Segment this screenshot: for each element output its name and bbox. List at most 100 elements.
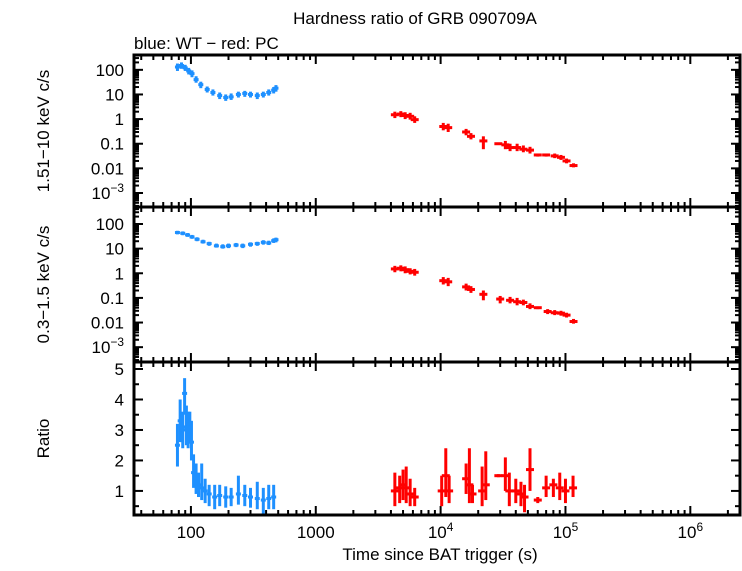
data-point	[462, 128, 471, 136]
data-point	[556, 154, 565, 160]
data-point	[513, 143, 522, 152]
data-point	[444, 277, 453, 287]
plot-frame	[132, 53, 742, 209]
data-point	[206, 241, 212, 246]
data-point	[266, 484, 272, 510]
data-point	[273, 85, 279, 92]
series-WT	[174, 378, 277, 514]
data-point	[556, 310, 565, 316]
panel-2: 100 10 1 0.1 0.01 10−3 0.3−1.5 keV c/s	[34, 205, 742, 364]
data-point	[273, 237, 279, 243]
x-tick-label: 1000	[297, 523, 335, 542]
data-point	[494, 474, 503, 478]
data-point	[406, 112, 415, 120]
data-point	[189, 70, 195, 78]
data-point	[533, 497, 542, 504]
data-point	[228, 487, 234, 507]
y-tick-label: 2	[115, 451, 124, 470]
y-tick-label: 100	[96, 61, 124, 80]
data-point	[196, 472, 202, 498]
y-tick-label: 0.1	[100, 289, 124, 308]
data-point	[555, 472, 564, 501]
data-point	[526, 303, 535, 310]
data-point	[180, 231, 186, 236]
data-point	[240, 243, 246, 249]
data-point	[254, 481, 260, 510]
data-point	[213, 243, 219, 248]
data-point	[519, 299, 528, 306]
x-axis-label: Time since BAT trigger (s)	[342, 545, 537, 564]
y-tick-label: 0.01	[91, 314, 124, 333]
data-point	[562, 312, 571, 318]
data-point	[182, 64, 188, 71]
series-PC	[390, 265, 578, 324]
data-point	[561, 478, 570, 504]
y-tick-label: 1	[115, 482, 124, 501]
series-WT	[174, 62, 279, 101]
data-point	[188, 420, 194, 461]
data-point	[174, 423, 180, 467]
y-tick-label: 0.1	[100, 135, 124, 154]
data-point	[569, 475, 578, 498]
panel-1: 100 10 1 0.1 0.01 10−3 1.51−10 keV c/s	[34, 53, 742, 209]
panel-3: 5 4 3 2 1 Ratio	[34, 360, 742, 517]
data-point	[562, 158, 571, 164]
data-point	[401, 266, 410, 274]
data-point	[200, 239, 206, 244]
y-tick-label: 10	[105, 240, 124, 259]
data-point	[410, 116, 419, 123]
data-point	[212, 484, 218, 510]
y-tick-label: 10	[105, 85, 124, 104]
data-point	[542, 475, 551, 498]
data-point	[226, 243, 232, 249]
data-point	[254, 241, 260, 246]
data-point	[182, 378, 188, 415]
data-point	[204, 86, 210, 93]
data-point	[198, 81, 204, 89]
data-point	[445, 475, 454, 504]
data-point	[506, 296, 515, 304]
data-point	[178, 62, 184, 69]
data-point	[271, 484, 277, 510]
data-point	[235, 91, 241, 98]
data-point	[254, 92, 260, 100]
data-point	[199, 463, 205, 501]
data-point	[206, 484, 212, 507]
y-tick-label: 4	[115, 390, 124, 409]
data-point	[174, 230, 180, 235]
data-point	[526, 448, 535, 491]
data-point	[260, 240, 266, 245]
data-point	[260, 91, 266, 98]
plot-frame	[132, 360, 742, 517]
data-point	[266, 240, 272, 246]
data-point	[468, 484, 477, 504]
chart-subtitle: blue: WT − red: PC	[134, 34, 279, 53]
data-point	[543, 309, 552, 315]
y-tick-label: 1	[115, 264, 124, 283]
series-PC	[390, 448, 578, 513]
x-tick-label: 106	[678, 520, 704, 542]
data-point	[247, 487, 253, 508]
data-point	[479, 136, 488, 150]
data-point	[210, 89, 216, 96]
data-point	[501, 140, 510, 150]
data-point	[223, 486, 229, 508]
data-point	[569, 318, 578, 324]
data-point	[242, 484, 248, 507]
y-axis-label: 1.51−10 keV c/s	[34, 70, 53, 192]
data-point	[202, 478, 208, 504]
y-tick-label: 1	[115, 110, 124, 129]
data-point	[390, 472, 399, 507]
data-point	[186, 67, 192, 75]
y-axis-label: Ratio	[34, 419, 53, 459]
y-tick-label: 5	[115, 360, 124, 379]
data-point	[520, 484, 529, 513]
y-tick-label: 10−3	[92, 335, 125, 357]
y-tick-label: 3	[115, 421, 124, 440]
data-point	[247, 242, 253, 247]
data-point	[549, 478, 558, 498]
series-PC	[390, 111, 578, 168]
data-point	[180, 411, 186, 449]
data-point	[189, 234, 195, 239]
data-point	[533, 306, 542, 310]
